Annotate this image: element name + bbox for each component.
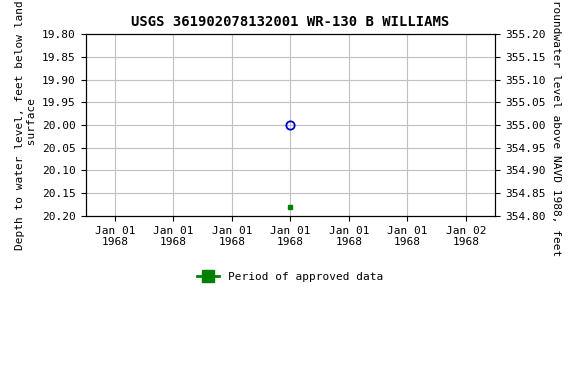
Y-axis label: Depth to water level, feet below land
 surface: Depth to water level, feet below land su… <box>15 0 37 250</box>
Title: USGS 361902078132001 WR-130 B WILLIAMS: USGS 361902078132001 WR-130 B WILLIAMS <box>131 15 449 29</box>
Legend: Period of approved data: Period of approved data <box>193 268 388 286</box>
Y-axis label: Groundwater level above NAVD 1988, feet: Groundwater level above NAVD 1988, feet <box>551 0 561 257</box>
